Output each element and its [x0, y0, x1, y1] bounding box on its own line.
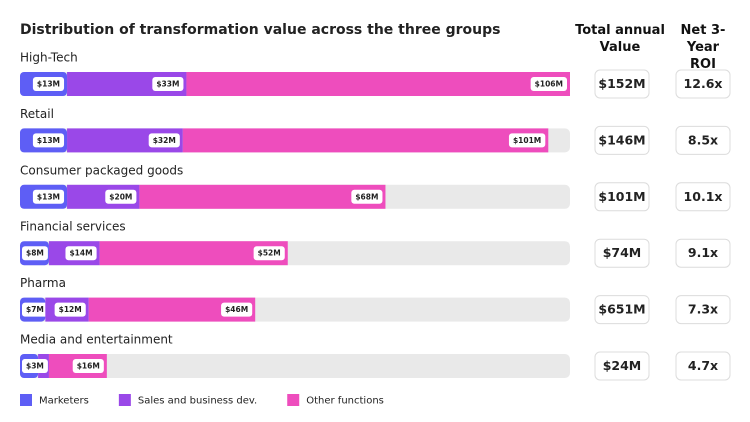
cell-text: $101M [598, 189, 645, 204]
cell-box [594, 295, 650, 325]
value-label-text: $20M [109, 192, 132, 201]
bar-segment [139, 184, 386, 209]
value-label-bg [105, 189, 137, 204]
cell-box [594, 125, 650, 155]
value-label: $68M [351, 189, 383, 204]
value-label-bg [508, 133, 546, 148]
value-label-bg [530, 77, 567, 91]
cell-text: 9.1x [688, 245, 718, 260]
value-label-text: $7M [26, 305, 44, 314]
value-label-bg [32, 77, 65, 91]
category-label: Financial services [20, 220, 126, 234]
value-label-bg [65, 246, 97, 261]
value-label-text: $3M [26, 362, 44, 371]
value-label-bg [351, 189, 383, 204]
cell-text: 7.3x [688, 302, 718, 317]
value-label-bg [152, 77, 184, 91]
cell-box [675, 238, 731, 268]
value-label-text: $33M [156, 80, 179, 89]
legend-label: Sales and business dev. [138, 396, 257, 407]
cell-text: $651M [598, 302, 645, 317]
value-label-bg [22, 359, 48, 373]
category-label: Media and entertainment [20, 333, 173, 347]
category-label: Consumer packaged goods [20, 163, 183, 177]
bar-segment [186, 72, 570, 96]
cell-text: 4.7x [688, 358, 718, 373]
cell-box [594, 69, 650, 99]
value-label-bg [148, 133, 180, 148]
column-header: Net 3-Year ROI [680, 23, 726, 72]
value-label-text: $32M [153, 136, 176, 145]
value-label-text: $16M [77, 362, 100, 371]
value-label-bg [54, 302, 86, 317]
category-label: Pharma [20, 276, 66, 290]
legend-swatch [20, 394, 32, 406]
value-label: $106M [530, 77, 567, 91]
value-label-bg [32, 189, 65, 204]
value-label-text: $13M [37, 80, 60, 89]
cell-text: $152M [598, 76, 645, 91]
value-label: $3M [22, 359, 48, 373]
cell-box [594, 238, 650, 268]
cell-box [675, 295, 731, 325]
value-label: $46M [221, 302, 253, 317]
value-label-text: $52M [258, 249, 281, 258]
cell-box [675, 182, 731, 212]
cell-text: 10.1x [684, 189, 723, 204]
value-label-bg [22, 246, 48, 261]
value-label-text: $12M [59, 305, 82, 314]
value-label: $32M [148, 133, 180, 148]
value-label-bg [32, 133, 65, 148]
category-label: Retail [20, 107, 54, 121]
value-label: $13M [32, 189, 65, 204]
value-label-text: $68M [355, 192, 378, 201]
value-label: $13M [32, 77, 65, 91]
value-label: $20M [105, 189, 137, 204]
value-label: $52M [253, 246, 285, 261]
value-label: $13M [32, 133, 65, 148]
cell-box [594, 351, 650, 381]
value-label: $16M [72, 359, 104, 373]
category-label: High-Tech [20, 51, 78, 65]
legend-swatch [287, 394, 300, 406]
value-label-bg [72, 359, 104, 373]
value-label: $8M [22, 246, 48, 261]
cell-box [675, 351, 731, 381]
value-label: $14M [65, 246, 97, 261]
value-label: $101M [508, 133, 546, 148]
value-label-text: $101M [513, 136, 541, 145]
cell-text: 12.6x [684, 76, 723, 91]
value-label-text: $13M [37, 136, 60, 145]
cell-box [675, 125, 731, 155]
cell-box [594, 182, 650, 212]
value-label-text: $106M [535, 80, 563, 89]
value-label-text: $14M [69, 249, 92, 258]
value-label: $7M [22, 302, 48, 317]
bar-track [20, 354, 570, 378]
legend-label: Other functions [306, 396, 384, 407]
cell-text: 8.5x [688, 132, 718, 147]
value-label-bg [221, 302, 253, 317]
value-label-bg [22, 302, 48, 317]
cell-text: $24M [603, 358, 642, 373]
value-label-text: $46M [225, 305, 248, 314]
legend-label: Marketers [39, 396, 89, 407]
value-label-bg [253, 246, 285, 261]
value-label: $12M [54, 302, 86, 317]
legend-swatch [118, 394, 131, 406]
cell-text: $146M [598, 132, 645, 147]
value-label-text: $13M [37, 192, 60, 201]
bar-segment [182, 128, 549, 153]
chart-title: Distribution of transformation value acr… [20, 22, 500, 38]
value-label: $33M [152, 77, 184, 91]
value-label-text: $8M [26, 249, 44, 258]
column-header: Total annual Value [575, 23, 665, 55]
cell-box [675, 69, 731, 99]
cell-text: $74M [603, 245, 642, 260]
